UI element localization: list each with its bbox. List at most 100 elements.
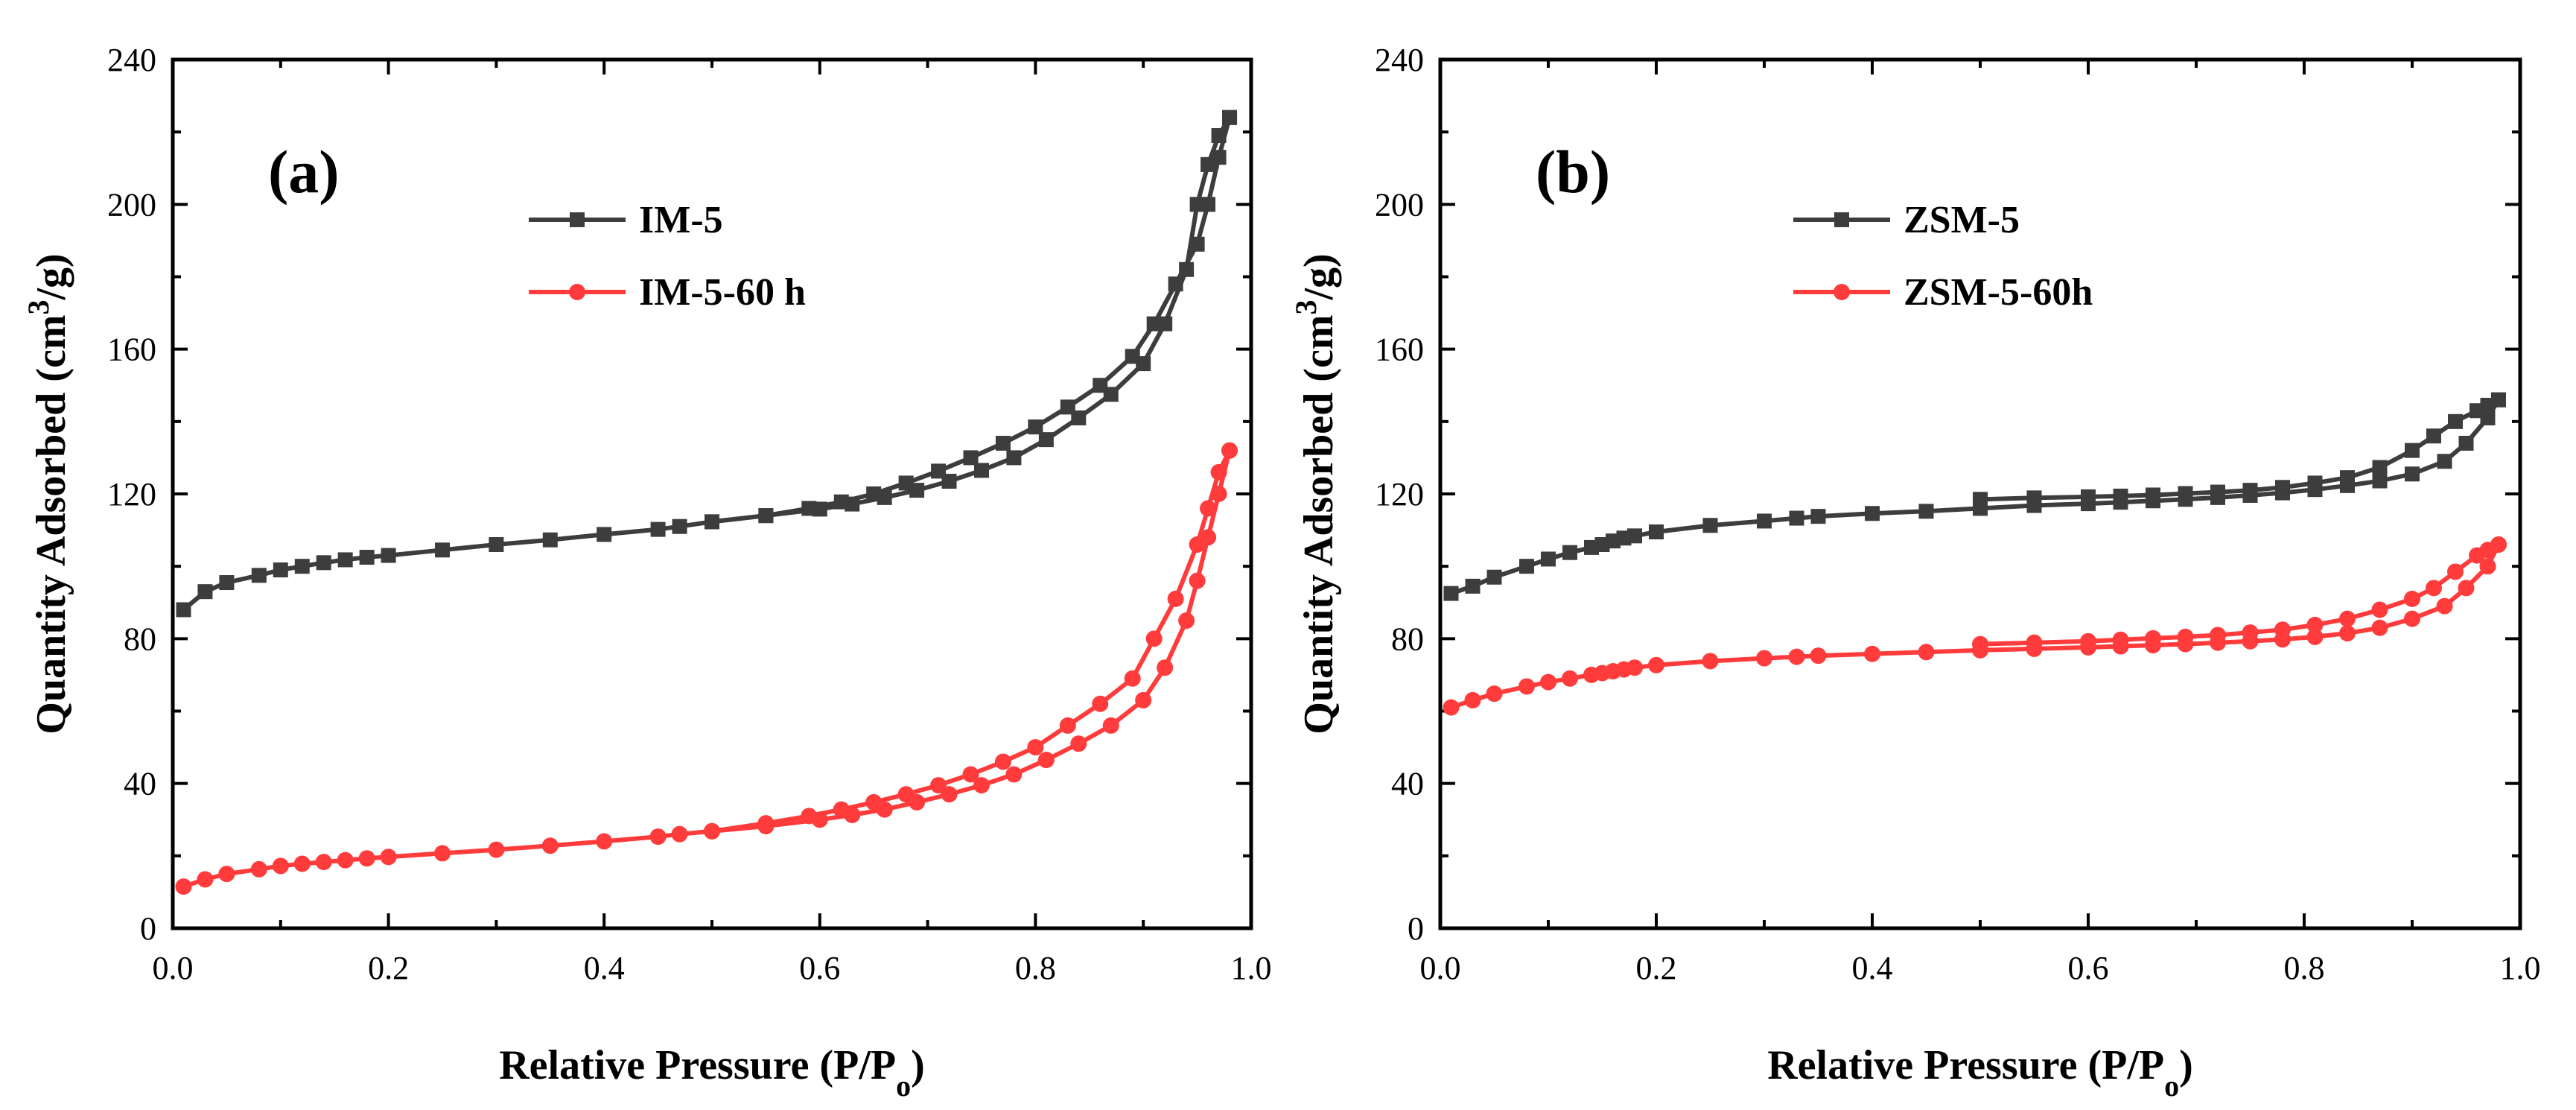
x-axis-label-close: ) [911,1042,925,1088]
x-axis-label-close: ) [2179,1042,2193,1088]
data-point [358,850,375,867]
data-point [1028,419,1043,435]
data-point [757,815,775,832]
data-point [897,786,915,803]
data-point [2447,563,2464,580]
data-point [758,508,774,524]
y-tick-label: 0 [1408,910,1424,947]
data-point [1135,691,1152,708]
data-point [597,527,612,542]
data-point [596,833,613,850]
y-tick-label: 200 [1375,186,1424,223]
data-point [2113,488,2128,504]
x-tick-label: 0.2 [368,950,409,986]
legend-marker [1834,212,1849,227]
data-point [272,857,289,875]
data-point [1210,463,1227,481]
data-point [1102,717,1119,734]
data-point [2242,624,2259,641]
data-point [833,494,849,510]
x-tick-label: 1.0 [2500,950,2541,986]
data-point [671,825,688,843]
data-point [1059,717,1076,734]
data-point [994,753,1011,770]
data-point [2426,428,2441,444]
legend-entry: IM-5 [529,199,723,241]
legend-marker [569,284,585,300]
data-point [1973,492,1988,507]
x-tick-label: 0.0 [1420,950,1461,986]
data-point [1756,650,1772,667]
data-point [293,855,311,872]
data-point [2242,483,2258,498]
data-point [1157,659,1174,676]
data-point [2372,460,2388,475]
data-point [2458,435,2474,451]
y-tick-label: 0 [140,910,156,947]
data-point [2274,621,2291,638]
data-point [1222,110,1238,125]
data-point [2178,486,2193,501]
y-tick-label: 160 [1375,332,1424,368]
data-point [273,562,288,578]
data-point [1519,559,1534,574]
data-point [801,501,817,516]
data-point [176,602,191,618]
data-point [1702,653,1719,670]
data-point [1093,378,1108,393]
data-point [1540,673,1556,691]
data-point [1189,236,1205,252]
legend-label: ZSM-5-60h [1904,271,2093,314]
data-point [2177,628,2194,645]
data-point [2371,601,2388,618]
data-point [1810,509,1826,524]
y-axis-label-main: Quantity Adsorbed (cm [1296,315,1342,735]
data-point [995,435,1011,451]
y-axis-label-main: Quantity Adsorbed (cm [28,315,74,735]
data-point [1038,432,1054,448]
data-point [973,777,990,794]
data-point [2210,484,2225,500]
chart-panel-a: 0.0 0.2 0.4 0.6 0.8 1.0 0 40 80 120 160 200 240 Relat… [22,42,1272,1103]
data-point [1918,644,1935,661]
data-point [2405,466,2420,482]
y-tick-label: 80 [1391,621,1424,657]
legend-marker [1834,284,1850,300]
data-point [2080,632,2096,650]
data-point [1486,569,1502,585]
data-point [1810,647,1827,665]
data-point [1562,545,1577,560]
data-point [1464,691,1481,708]
data-point [1562,670,1578,687]
data-point [1060,399,1075,415]
data-point [931,463,947,479]
data-point [489,537,504,553]
data-point [175,878,192,895]
data-point [2448,413,2463,429]
data-point [2306,628,2324,645]
data-point [2372,473,2388,489]
data-point [2145,629,2161,647]
x-axis-label-main: Relative Pressure (P/P [1767,1042,2164,1088]
data-point [1189,572,1206,589]
data-point [294,559,310,574]
data-point [941,786,958,803]
data-point [2404,590,2420,607]
data-point [1443,586,1459,601]
data-point [2469,547,2485,564]
data-point [1146,316,1162,332]
data-point [2275,480,2290,495]
data-point [705,514,719,530]
data-point [541,837,559,854]
data-point [380,849,397,866]
x-tick-label: 0.2 [1636,950,1677,986]
y-tick-label: 240 [107,42,156,78]
data-point [197,871,214,888]
data-point [650,521,666,537]
chart-panel-b: 0.0 0.2 0.4 0.6 0.8 1.0 0 40 80 120 160 200 240 Relat… [1289,42,2541,1103]
data-point [2210,627,2226,644]
y-tick-label: 80 [124,621,156,657]
series-0 [1443,392,2506,601]
data-point [337,851,354,869]
